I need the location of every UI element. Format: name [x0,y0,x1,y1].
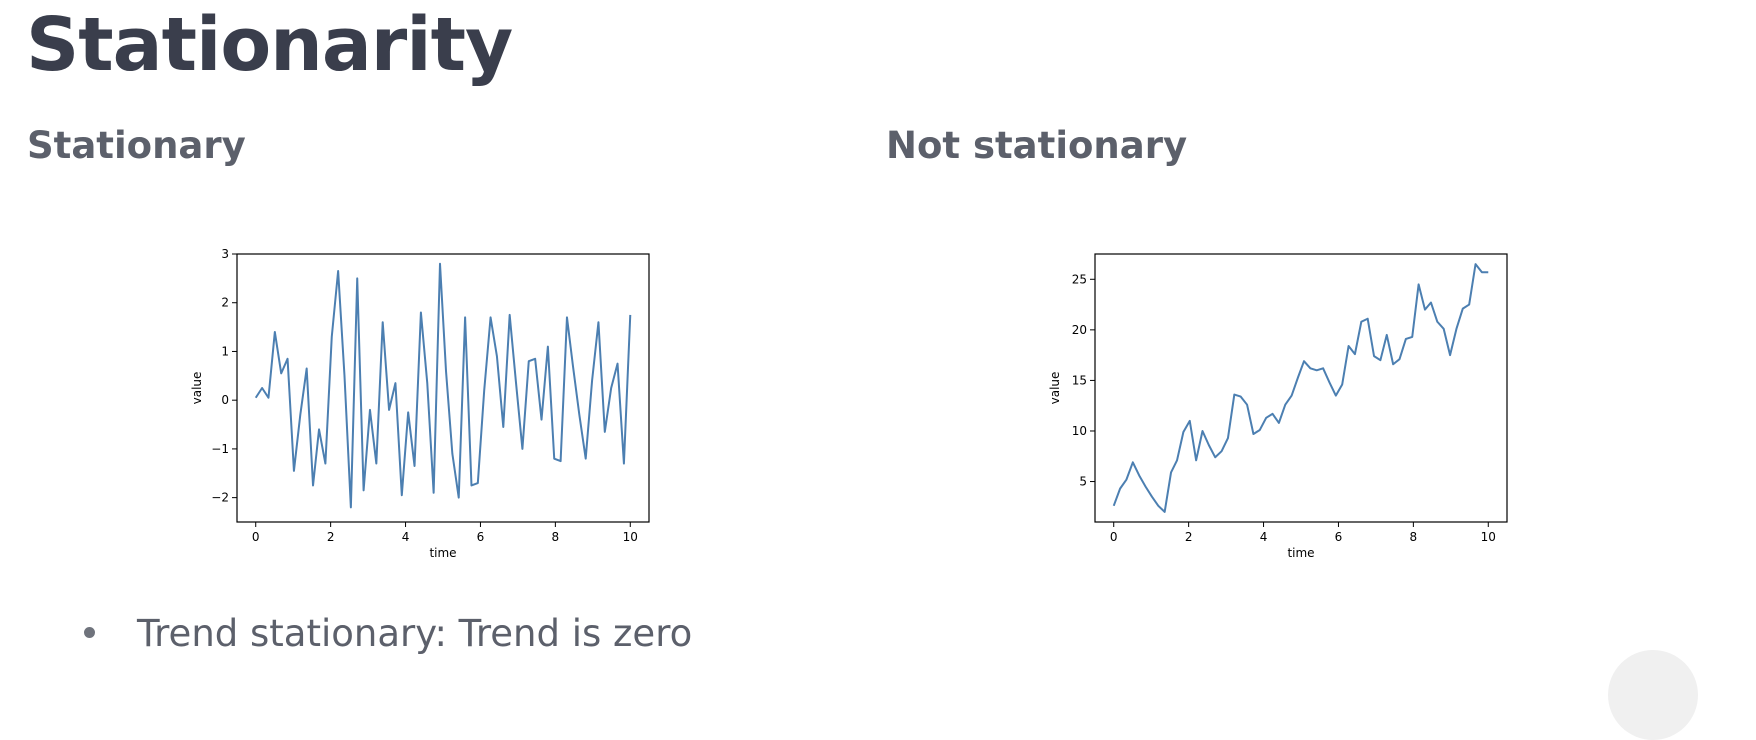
y-tick-label: 25 [1072,272,1087,286]
y-tick-label: 0 [221,393,229,407]
y-tick-label: −2 [211,491,229,505]
chart-svg: 0 2 4 6 8 10 5 10 15 20 25 time value [1048,253,1508,560]
panel-title-stationary: Stationary [27,124,246,167]
x-tick-label: 0 [252,530,260,544]
x-tick-label: 2 [327,530,335,544]
y-tick-label: 10 [1072,424,1087,438]
series-line-0 [254,262,632,509]
x-tick-label: 2 [1185,530,1193,544]
x-axis-label: time [429,546,456,560]
y-tick-label: 15 [1072,373,1087,387]
x-tick-label: 8 [1410,530,1418,544]
y-axis-label: value [190,372,204,405]
bullet-text: Trend stationary: Trend is zero [137,612,693,655]
x-tick-label: 4 [402,530,410,544]
bullet-dot-icon [84,627,95,638]
x-tick-label: 10 [623,530,638,544]
y-tick-label: 20 [1072,323,1087,337]
plot-frame [236,253,650,523]
series-line-0 [1112,263,1489,513]
y-tick-label: 2 [221,296,229,310]
x-tick-label: 4 [1260,530,1268,544]
panel-title-not-stationary: Not stationary [886,124,1188,167]
x-tick-label: 0 [1110,530,1118,544]
x-tick-label: 8 [552,530,560,544]
not-stationary-chart: 0 2 4 6 8 10 5 10 15 20 25 time value [1043,244,1513,574]
x-axis-label: time [1287,546,1314,560]
y-axis-label: value [1048,372,1062,405]
corner-circle-icon [1608,650,1698,740]
x-tick-label: 6 [477,530,485,544]
stationary-chart: 0 2 4 6 8 10 −2 −1 0 1 2 3 time value [185,244,655,574]
y-tick-label: 1 [221,344,229,358]
y-tick-label: −1 [211,442,229,456]
page-title: Stationarity [26,2,513,88]
plot-frame [1094,253,1508,523]
x-tick-label: 10 [1481,530,1496,544]
y-tick-label: 3 [221,247,229,261]
x-tick-label: 6 [1335,530,1343,544]
bullet-item: Trend stationary: Trend is zero [84,610,692,658]
chart-svg: 0 2 4 6 8 10 −2 −1 0 1 2 3 time value [190,247,650,560]
y-tick-label: 5 [1079,475,1087,489]
